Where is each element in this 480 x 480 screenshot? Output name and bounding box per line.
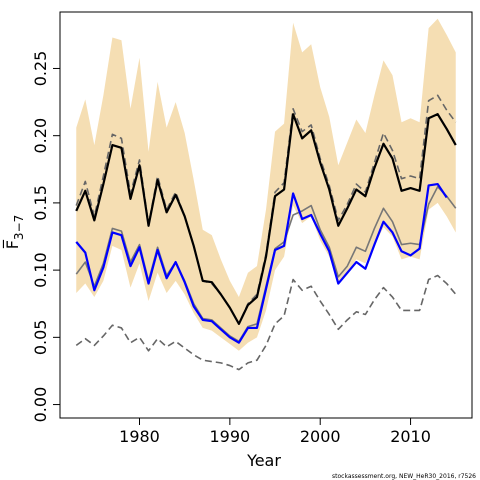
x-tick-label: 2010 <box>390 427 431 446</box>
y-axis-title-group: F̅3−7 <box>3 215 26 250</box>
plot-frame <box>59 11 473 419</box>
y-tick-label: 0.20 <box>31 118 50 154</box>
source-caption: stockassessment.org, NEW_HeR30_2016, r75… <box>332 473 476 480</box>
x-tick-label: 1980 <box>119 427 160 446</box>
y-axis-title-subscript: 3−7 <box>12 215 26 240</box>
series-line-5 <box>75 274 457 371</box>
x-tick-label: 1990 <box>210 427 251 446</box>
y-axis-title: F̅3−7 <box>3 215 26 250</box>
y-tick-label: 0.00 <box>31 387 50 423</box>
y-axis: 0.00 0.05 0.10 0.15 0.20 0.25 <box>31 51 60 423</box>
series-line-1 <box>75 113 457 325</box>
series-layer <box>75 94 457 371</box>
x-tick-label: 2000 <box>300 427 341 446</box>
y-tick-label: 0.25 <box>31 51 50 87</box>
y-tick-label: 0.10 <box>31 252 50 288</box>
x-axis: 1980 1990 2000 2010 <box>119 418 431 446</box>
y-tick-label: 0.05 <box>31 320 50 356</box>
x-axis-title: Year <box>246 451 281 470</box>
series-line-3 <box>75 182 448 344</box>
y-axis-title-main: F̅ <box>3 239 22 249</box>
y-tick-label: 0.15 <box>31 185 50 221</box>
